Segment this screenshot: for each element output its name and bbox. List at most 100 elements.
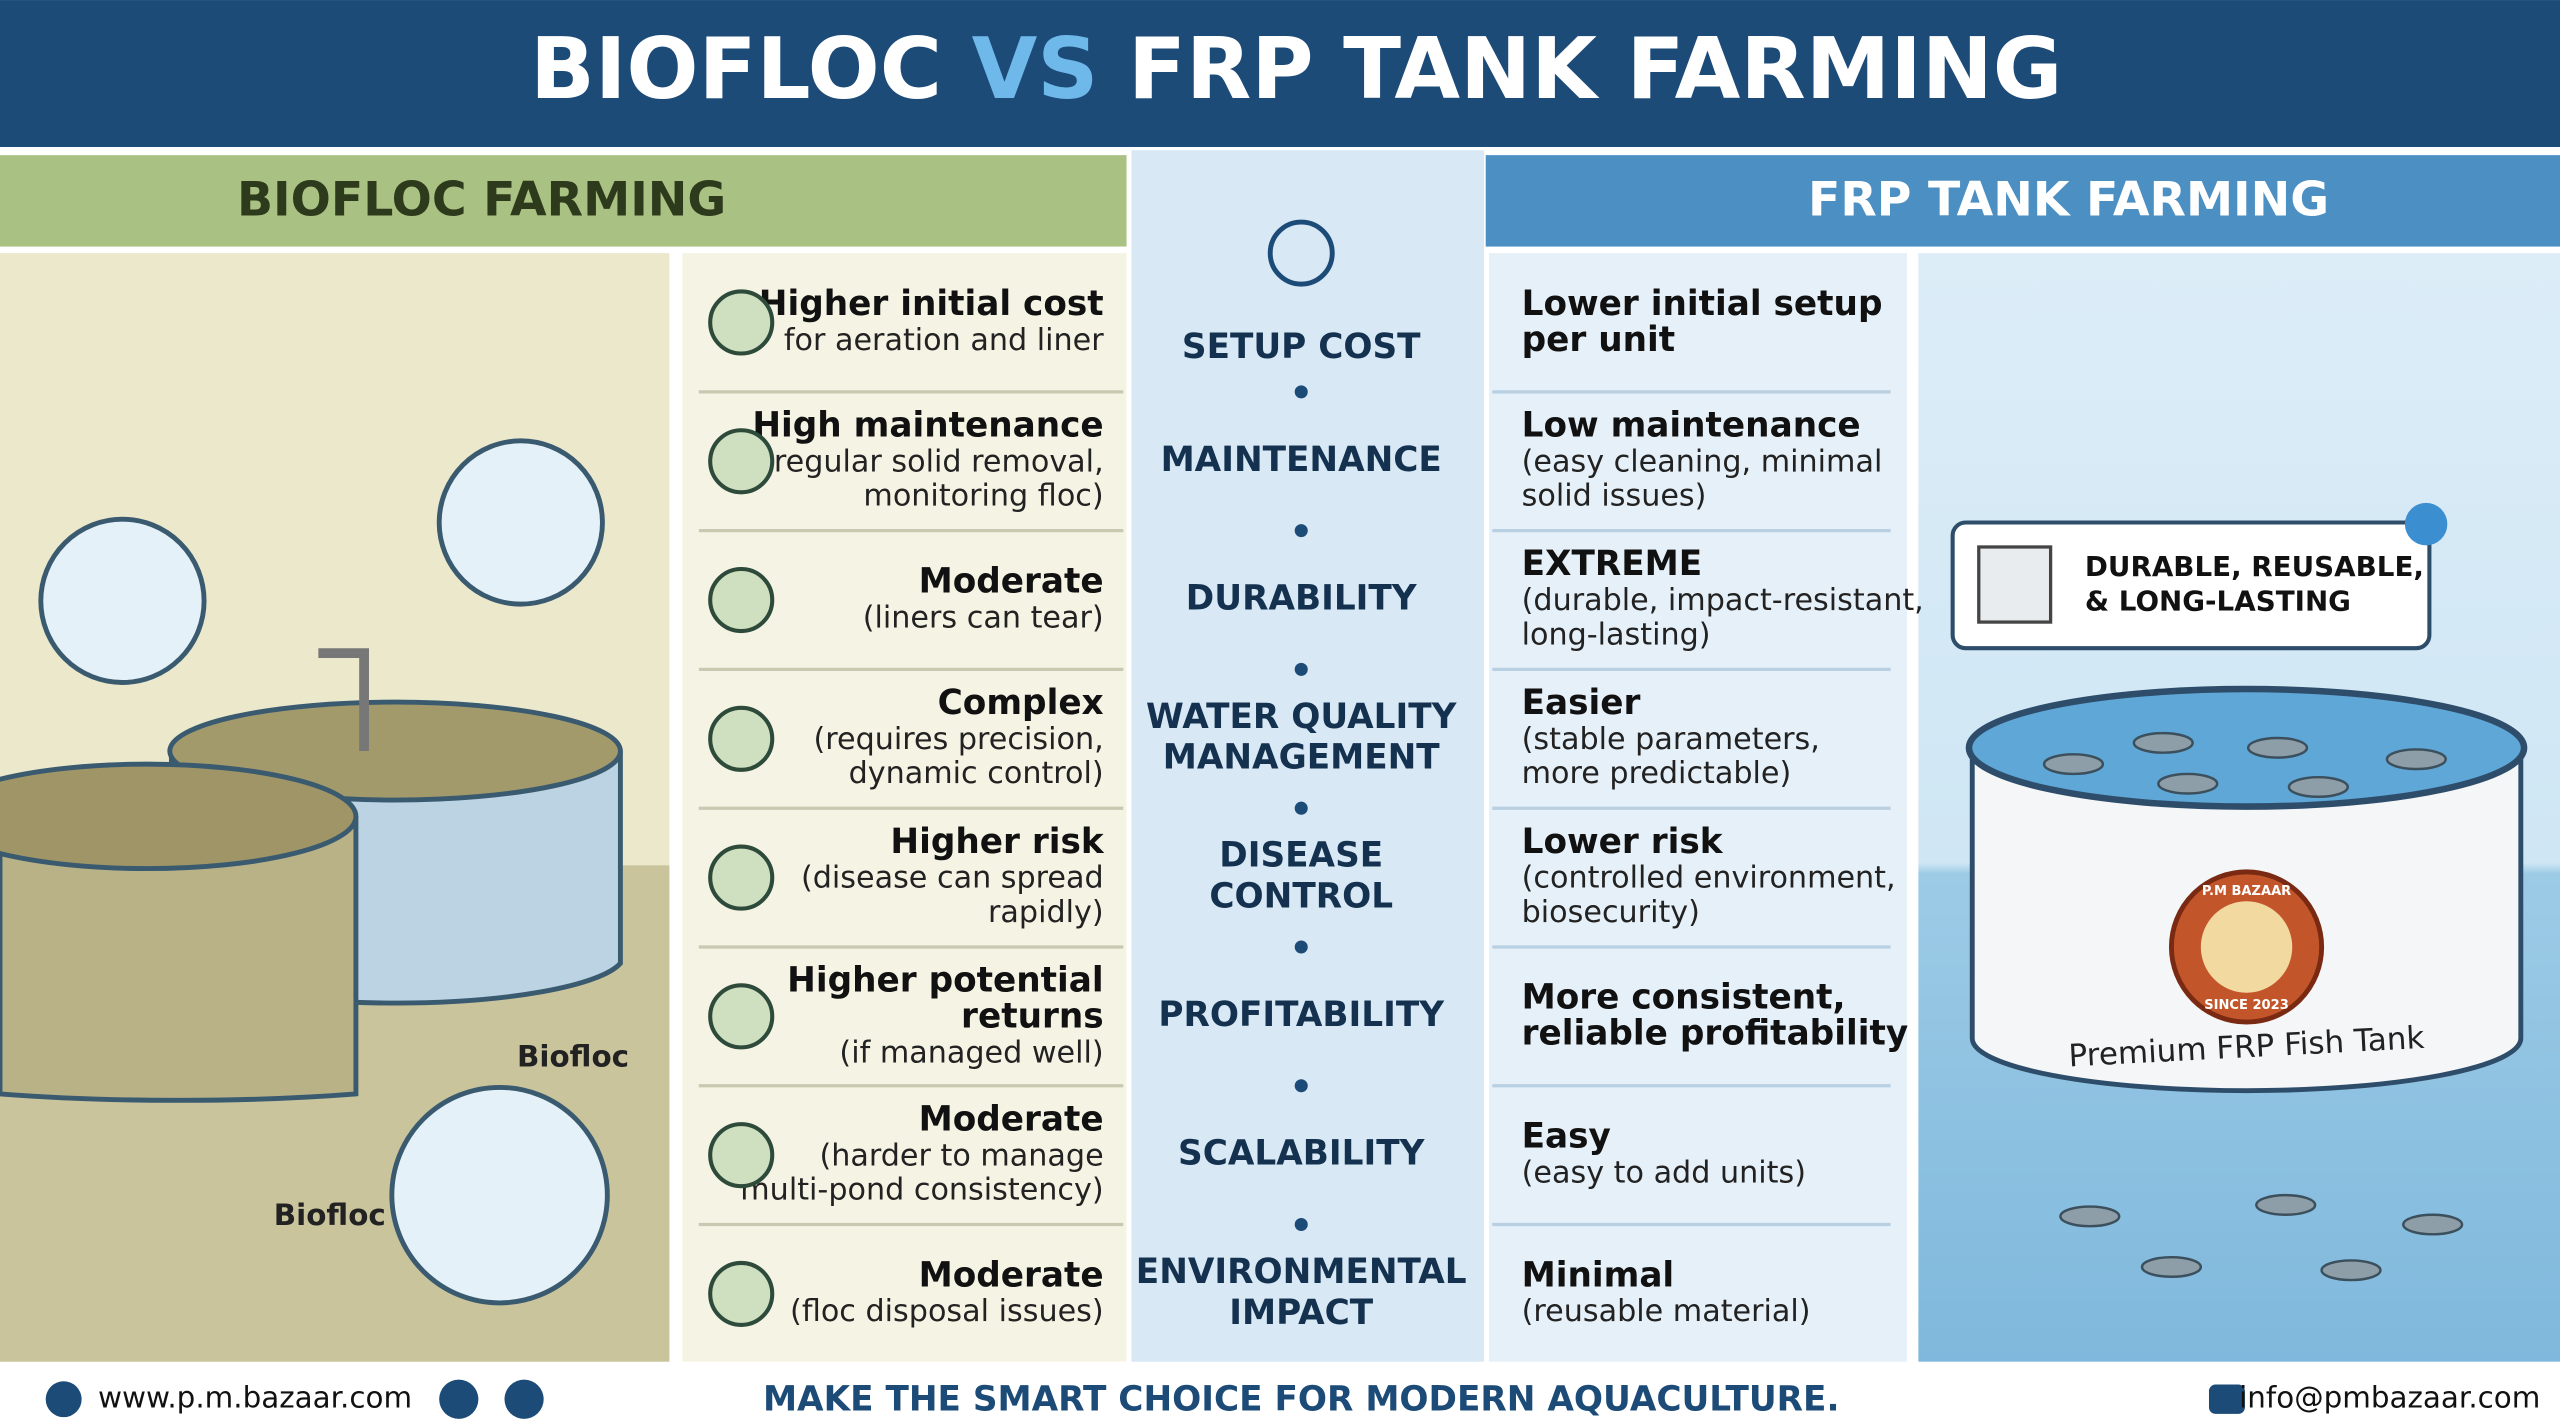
frp-detail: biosecurity): [1522, 895, 1700, 930]
fish: [2059, 1205, 2121, 1228]
criterion: MANAGEMENT: [1163, 738, 1441, 778]
tank-water: [0, 761, 359, 872]
title-part: BIOFLOC: [530, 21, 942, 120]
criteria-column: [1131, 150, 1485, 1362]
biofloc-detail: (disease can spread: [801, 861, 1104, 896]
biofloc-detail: (liners can tear): [863, 600, 1104, 635]
fish: [2320, 1259, 2382, 1282]
header-bar: [0, 0, 2560, 147]
criterion: SETUP COST: [1182, 327, 1421, 367]
pipe: [318, 648, 369, 752]
biofloc-detail: dynamic control): [849, 756, 1104, 791]
criterion: DISEASE: [1219, 836, 1383, 876]
frp-detail: more predictable): [1522, 756, 1792, 791]
microbe-zoom: [436, 438, 605, 607]
title: BIOFLOC VS FRP TANK FARMING: [530, 21, 2062, 120]
criterion: IMPACT: [1229, 1293, 1373, 1333]
row-dot: [1294, 801, 1308, 815]
tank-front: [0, 816, 359, 1103]
frp-title: EXTREME: [1522, 544, 1702, 584]
frp-detail: (easy cleaning, minimal: [1522, 444, 1883, 479]
frp-detail: (easy to add units): [1522, 1155, 1806, 1190]
email[interactable]: info@pmbazaar.com: [2239, 1381, 2540, 1415]
biofloc-detail: (floc disposal issues): [790, 1294, 1104, 1329]
criterion: ENVIRONMENTAL: [1136, 1252, 1467, 1292]
bubble-zoom: [38, 516, 207, 685]
fish: [2132, 731, 2194, 754]
right-heading-bar: [1485, 155, 2560, 247]
row-icon: [708, 983, 775, 1050]
criterion: DURABILITY: [1186, 579, 1418, 619]
check-icon: [2404, 502, 2448, 546]
row-icon: [708, 844, 775, 911]
logo-text: SINCE 2023: [2204, 998, 2289, 1013]
criterion: PROFITABILITY: [1158, 995, 1445, 1035]
dollar-icon: [1267, 219, 1335, 287]
row-dot: [1294, 385, 1308, 399]
row-dot: [1294, 1218, 1308, 1232]
row-dot: [1294, 662, 1308, 676]
biofloc-detail: (regular solid removal,: [762, 444, 1104, 479]
frp-title: Easier: [1522, 683, 1641, 723]
row-dot: [1294, 940, 1308, 954]
frp-tank-water: [1965, 685, 2528, 810]
biofloc-title: Higher risk: [890, 822, 1104, 862]
criterion: SCALABILITY: [1178, 1134, 1426, 1174]
frp-title: per unit: [1522, 320, 1676, 360]
frp-title: Lower risk: [1522, 822, 1724, 862]
fish: [2042, 753, 2105, 776]
microbe-zoom: [389, 1084, 610, 1306]
frp-title: Minimal: [1522, 1255, 1675, 1295]
biofloc-detail: rapidly): [988, 895, 1104, 930]
row-dot: [1294, 524, 1308, 538]
right-heading: FRP TANK FARMING: [1808, 172, 2329, 227]
frp-title: More consistent,: [1522, 978, 1846, 1018]
left-heading: BIOFLOC FARMING: [237, 172, 726, 227]
biofloc-label: Biofloc: [517, 1040, 629, 1074]
logo-text: P.M BAZAAR: [2202, 884, 2291, 899]
fish: [2287, 775, 2349, 799]
biofloc-detail: monitoring floc): [863, 479, 1103, 514]
callout-box: [1950, 520, 2432, 651]
biofloc-title: returns: [961, 997, 1104, 1037]
biofloc-title: Higher initial cost: [759, 284, 1104, 324]
fish: [2157, 772, 2219, 795]
frp-title: reliable profitability: [1522, 1014, 1909, 1054]
frp-detail: (stable parameters,: [1522, 722, 1820, 757]
biofloc-title: Complex: [938, 683, 1104, 723]
frp-detail: solid issues): [1522, 479, 1707, 514]
frp-detail: (reusable material): [1522, 1294, 1811, 1329]
biofloc-title: Moderate: [919, 1099, 1104, 1139]
row-icon: [708, 1122, 775, 1189]
frp-title: Lower initial setup: [1522, 284, 1883, 324]
biofloc-label: Biofloc: [274, 1198, 386, 1232]
biofloc-detail: for aeration and liner: [784, 323, 1104, 358]
row-icon: [708, 566, 775, 634]
biofloc-detail: (requires precision,: [813, 722, 1103, 757]
criterion: CONTROL: [1209, 877, 1393, 917]
website[interactable]: www.p.m.bazaar.com: [98, 1381, 412, 1415]
whatsapp-icon: [504, 1379, 544, 1419]
frp-detail: long-lasting): [1522, 617, 1711, 652]
frp-detail: (controlled environment,: [1522, 861, 1896, 896]
frp-detail: (durable, impact-resistant,: [1522, 583, 1924, 618]
callout-text: DURABLE, REUSABLE,: [2085, 550, 2424, 583]
frp-title: Low maintenance: [1522, 405, 1861, 445]
row-dot: [1294, 1079, 1308, 1093]
criterion: MAINTENANCE: [1161, 440, 1442, 480]
tagline: MAKE THE SMART CHOICE FOR MODERN AQUACUL…: [763, 1379, 1840, 1419]
row-icon: [708, 705, 775, 772]
phone-icon: [439, 1379, 479, 1419]
biofloc-title: High maintenance: [752, 405, 1103, 445]
criterion: WATER QUALITY: [1146, 697, 1458, 737]
left-heading-bar: [0, 155, 1127, 247]
biofloc-detail: multi-pond consistency): [740, 1173, 1103, 1208]
fish: [2140, 1255, 2203, 1279]
globe-icon: [45, 1381, 82, 1418]
mail-icon: [2208, 1384, 2245, 1414]
title-part: VS: [972, 21, 1099, 120]
cube-icon: [1977, 545, 2053, 624]
